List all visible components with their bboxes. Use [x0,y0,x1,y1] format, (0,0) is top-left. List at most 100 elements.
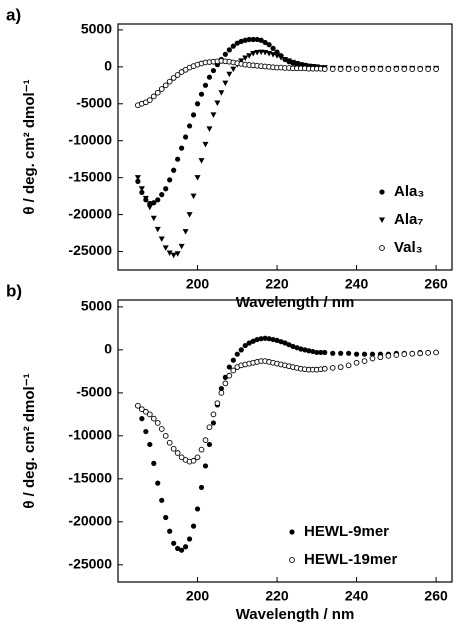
data-point [329,66,336,72]
x-tick-label: 220 [265,276,289,292]
data-point [353,359,360,366]
data-point [361,66,368,72]
panel-label: b) [6,281,22,300]
data-point [202,463,209,469]
data-point [178,454,185,461]
data-point [377,66,384,72]
data-point [210,112,217,118]
data-point [234,351,240,357]
data-point [182,544,189,550]
data-point [198,446,205,453]
legend-marker [289,557,295,563]
data-point [190,193,197,200]
data-point [179,145,185,151]
y-tick-label: 0 [104,58,112,74]
data-point [222,80,229,87]
data-point [186,212,193,218]
data-point [321,66,328,72]
data-point [425,66,431,72]
data-point [202,141,209,148]
data-point [285,58,292,64]
data-point [254,49,261,56]
data-point [361,358,368,364]
data-point [171,167,177,173]
data-point [266,42,272,48]
data-point [250,338,256,344]
data-point [345,362,352,369]
data-point [214,400,221,407]
data-point [174,251,181,257]
data-point [210,420,217,426]
y-tick-label: -15000 [68,168,112,184]
data-point [226,71,233,78]
data-point [150,415,157,422]
data-point [151,200,157,206]
plot-frame [117,23,453,271]
data-point [146,97,153,103]
data-point [238,38,244,44]
data-point [158,236,165,242]
data-point [286,342,292,348]
data-point [175,156,181,162]
data-point [162,82,169,89]
data-point [166,439,173,446]
data-point [166,250,173,257]
data-point [385,353,392,359]
data-point [246,36,252,43]
data-point [210,411,217,418]
x-axis-label: Wavelength / nm [236,294,355,311]
data-point [409,350,416,357]
data-point [230,367,237,374]
data-point [425,350,431,356]
data-point [167,177,173,183]
x-tick-label: 260 [424,276,448,292]
data-point [206,424,213,431]
data-point [202,82,209,88]
data-point [401,66,408,72]
data-point [134,175,141,181]
data-point [142,408,149,415]
data-point [154,420,161,426]
data-point [433,349,439,356]
data-point [182,134,189,140]
x-tick-label: 200 [186,276,210,292]
y-tick-label: -10000 [68,427,112,443]
legend-marker [379,189,385,195]
data-point [190,523,197,529]
legend-marker [379,217,385,223]
data-point [198,91,205,97]
data-point [178,243,185,250]
data-point [139,189,145,196]
data-point [139,406,145,413]
data-point [158,86,165,92]
data-point [226,372,233,379]
data-point [174,450,181,456]
data-point [417,350,424,357]
data-point [143,428,149,435]
y-tick-label: -20000 [68,513,112,529]
data-point [171,540,177,546]
data-point [246,53,253,59]
data-point [162,432,169,439]
data-point [262,39,268,46]
data-point [146,411,153,418]
data-point [345,66,352,72]
data-point [194,506,201,512]
data-point [202,437,209,443]
data-point [142,195,149,202]
legend-label: Ala₃ [394,183,424,200]
data-point [226,364,232,370]
data-point [155,480,161,486]
data-point [147,441,153,448]
data-point [417,66,424,72]
data-point [159,192,165,198]
x-tick-label: 200 [186,588,210,604]
data-point [222,51,228,57]
data-point [346,350,352,356]
data-point [393,66,400,72]
data-point [186,123,193,129]
data-point [258,37,264,43]
data-point [163,186,169,192]
data-point [230,43,236,49]
data-point [298,346,304,352]
